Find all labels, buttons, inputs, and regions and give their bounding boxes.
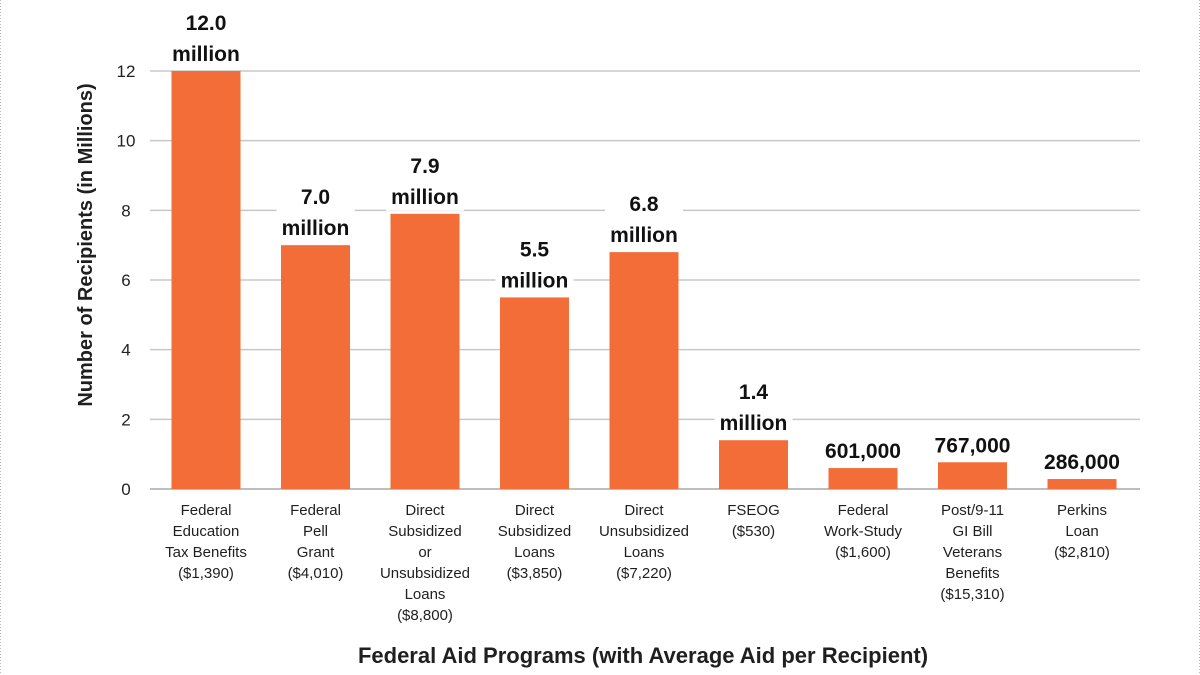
x-tick-label: ($7,220) [616,565,672,582]
data-label-background [386,148,464,211]
x-tick-label: ($2,810) [1054,544,1110,561]
data-labels: 12.0 million 7.0 million 7.9 million 5.5 millio… [167,6,1131,477]
x-tick-label: ($15,310) [940,586,1004,603]
x-tick-label: or [418,544,431,561]
x-tick-label: Direct [405,502,445,519]
data-label: 7.0 [301,186,330,209]
y-tick-label: 2 [121,410,130,429]
y-tick-label: 4 [121,341,130,360]
x-tick-label: Federal [181,502,232,519]
y-tick-labels: 0 2 4 6 8 10 12 [117,62,136,499]
y-tick-label: 0 [121,480,130,499]
data-label: 7.9 [410,155,439,178]
data-label: 286,000 [1044,451,1120,474]
x-tick-label: Grant [297,544,335,561]
bar [938,462,1007,489]
x-tick-label: ($4,010) [288,565,344,582]
data-label-background [1033,445,1131,477]
x-category-labels: Federal Education Tax Benefits ($1,390) Fede… [165,502,1110,624]
x-tick-label: ($8,800) [397,607,453,624]
bar [390,213,460,490]
bar [500,297,569,489]
bar [609,252,679,489]
x-tick-label: Direct [624,502,664,519]
y-axis-title: Number of Recipients (in Millions) [75,83,97,406]
x-tick-label: Benefits [945,565,999,582]
y-tick-label: 8 [121,201,130,220]
data-label-background [923,428,1022,460]
data-label: million [172,43,240,66]
y-tick-label: 6 [121,271,130,290]
x-tick-label: Subsidized [388,523,461,540]
x-tick-label: Unsubsidized [599,523,689,540]
data-label: million [720,412,788,435]
x-axis-title: Federal Aid Programs (with Average Aid p… [358,643,928,668]
x-tick-label: Veterans [943,544,1002,561]
x-tick-label: Work-Study [824,523,903,540]
x-tick-label: Loans [405,586,446,603]
x-tick-label: Federal [838,502,889,519]
data-label: 1.4 [739,381,769,404]
data-label-background [167,6,245,68]
x-tick-label: Federal [290,502,341,519]
bars [171,71,1117,490]
x-tick-label: ($1,390) [178,565,234,582]
bar [171,71,241,489]
bar [1047,479,1117,489]
data-label: million [610,224,678,247]
x-tick-label: Unsubsidized [380,565,470,582]
data-label-background [276,180,355,243]
x-tick-label: ($530) [732,523,775,540]
y-tick-label: 12 [117,62,136,81]
x-tick-label: Pell [303,523,328,540]
x-tick-label: Perkins [1057,502,1107,519]
x-tick-label: Subsidized [498,523,571,540]
x-tick-label: Loans [624,544,665,561]
bar [719,440,788,489]
data-label: 12.0 [186,12,227,35]
x-tick-label: Tax Benefits [165,544,247,561]
data-label: 767,000 [935,434,1011,457]
data-label: 601,000 [825,440,901,463]
bar [281,245,350,489]
x-tick-label: Loan [1065,523,1098,540]
data-label: million [501,269,569,292]
data-label: 5.5 [520,238,550,261]
data-label-background [495,232,574,295]
x-tick-label: ($3,850) [507,565,563,582]
x-tick-label: FSEOG [727,502,780,519]
x-tick-label: Direct [515,502,555,519]
data-label-background [714,375,793,438]
y-tick-label: 10 [117,132,136,151]
data-label: million [282,217,350,240]
data-label-background [605,187,683,250]
data-label: million [391,186,459,209]
data-label-background [814,434,912,466]
x-tick-label: GI Bill [952,523,992,540]
x-tick-label: Education [173,523,240,540]
x-tick-label: Post/9-11 [941,502,1004,519]
x-tick-label: ($1,600) [835,544,891,561]
data-label: 6.8 [629,193,659,216]
bar [828,468,898,489]
x-tick-label: Loans [514,544,555,561]
